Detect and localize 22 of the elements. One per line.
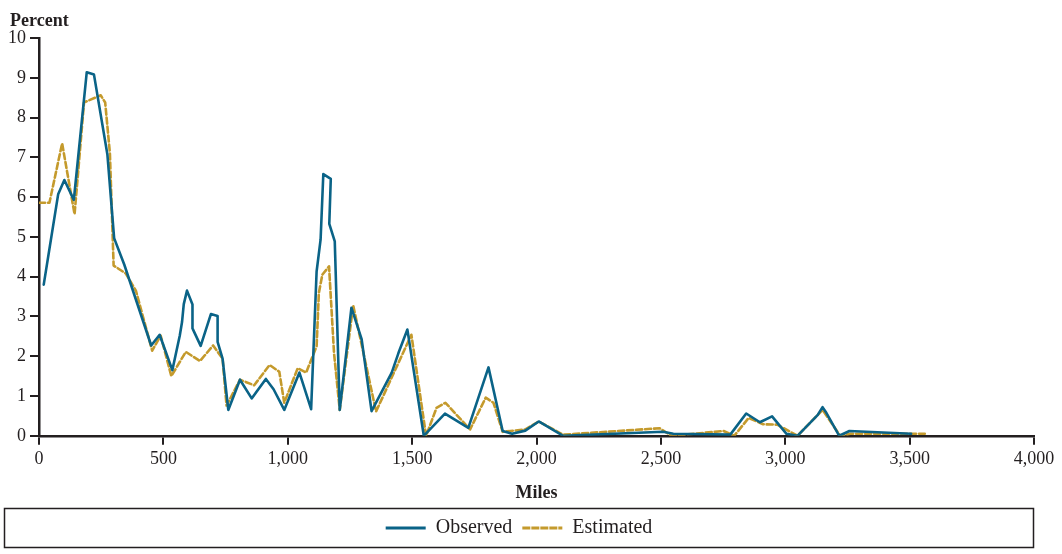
x-tick-label: 3,000 (765, 448, 806, 469)
y-tick-label: 2 (17, 344, 26, 365)
x-tick-label: 500 (149, 448, 177, 469)
y-tick-label: 6 (17, 185, 26, 206)
y-tick-label: 8 (17, 106, 26, 127)
y-tick-label: 5 (17, 225, 26, 246)
legend-label: Observed (435, 515, 513, 538)
x-tick-label: 2,500 (640, 448, 682, 469)
y-tick-label: 4 (17, 265, 26, 286)
x-tick-label: 2,000 (516, 448, 557, 469)
y-tick-label: 7 (17, 146, 26, 167)
y-tick-label: 0 (17, 424, 26, 445)
legend-label: Estimated (572, 515, 653, 538)
x-tick-label: 3,500 (889, 448, 930, 469)
x-tick-label: 1,000 (267, 448, 308, 469)
y-tick-label: 3 (17, 305, 26, 326)
x-axis-title: Miles (515, 481, 558, 502)
y-tick-label: 9 (17, 66, 26, 87)
x-tick-label: 4,000 (1013, 448, 1055, 469)
y-tick-label: 1 (17, 384, 26, 405)
x-tick-label: 0 (34, 448, 44, 469)
x-tick-label: 1,500 (391, 448, 433, 469)
